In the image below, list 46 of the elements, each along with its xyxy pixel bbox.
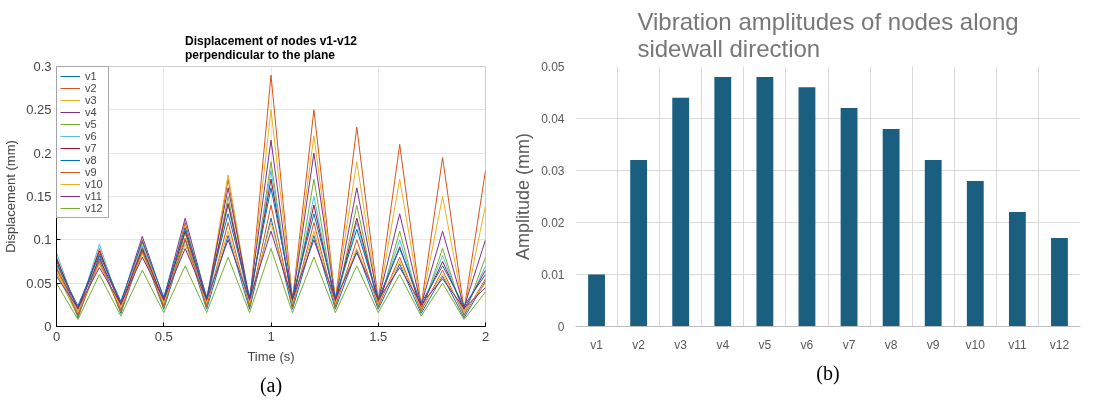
x-tick-label: v3 — [674, 337, 688, 352]
legend-label: v1 — [85, 70, 98, 82]
x-tick-label: v6 — [800, 337, 814, 352]
y-tick-label: 0.05 — [541, 60, 565, 74]
x-tick-label: 0.5 — [154, 328, 173, 344]
chart-title: Vibration amplitudes of nodes along sidewall direction — [637, 7, 1019, 62]
y-tick-label: 0.3 — [33, 59, 52, 74]
x-tick-label: v5 — [758, 337, 772, 352]
legend-label: v6 — [85, 130, 98, 142]
x-tick-label: v12 — [1049, 337, 1070, 352]
x-tick-label: 2 — [481, 328, 490, 344]
x-tick-label: 1.5 — [369, 328, 388, 344]
x-tick-label: v11 — [1008, 337, 1027, 352]
legend-label: v3 — [85, 94, 98, 106]
y-tick-label: 0.03 — [541, 164, 565, 178]
x-tick-label: v9 — [926, 337, 940, 352]
legend-label: v5 — [85, 118, 98, 130]
legend-label: v10 — [85, 178, 104, 190]
legend-label: v9 — [85, 166, 98, 178]
legend-label: v7 — [85, 142, 98, 154]
legend-label: v2 — [85, 82, 98, 94]
text: (a) — [259, 373, 283, 397]
y-tick-label: 0.05 — [26, 275, 52, 291]
y-tick-label: 0.2 — [33, 145, 52, 161]
y-tick-label: 0.02 — [541, 216, 565, 230]
x-tick-label: 1 — [267, 328, 275, 344]
legend-label: v12 — [85, 202, 104, 214]
x-tick-label: v10 — [965, 337, 986, 352]
legend-label: v4 — [85, 106, 98, 118]
x-tick-label: v2 — [632, 337, 646, 352]
x-tick-label: v7 — [842, 337, 856, 352]
y-tick-label: 0.25 — [26, 102, 52, 118]
y-tick-label: 0.04 — [541, 112, 565, 126]
x-tick-label: v4 — [716, 337, 730, 352]
legend-label: v11 — [85, 190, 103, 202]
legend-label: v8 — [85, 154, 98, 166]
y-axis-title: Displacement (mm) — [3, 140, 19, 253]
x-tick-label: v1 — [590, 337, 604, 352]
y-tick-label: 0.01 — [541, 268, 565, 282]
x-axis-title: Time (s) — [247, 348, 295, 364]
y-tick-label: 0.15 — [26, 189, 52, 204]
text: (b) — [816, 361, 840, 385]
x-tick-label: v8 — [884, 337, 898, 352]
y-axis-title: Amplitude (mm) — [513, 132, 534, 261]
chart-title: Displacement of nodes v1-v12 perpendicular to the plane — [184, 33, 358, 62]
y-tick-label: 0.1 — [33, 232, 52, 248]
